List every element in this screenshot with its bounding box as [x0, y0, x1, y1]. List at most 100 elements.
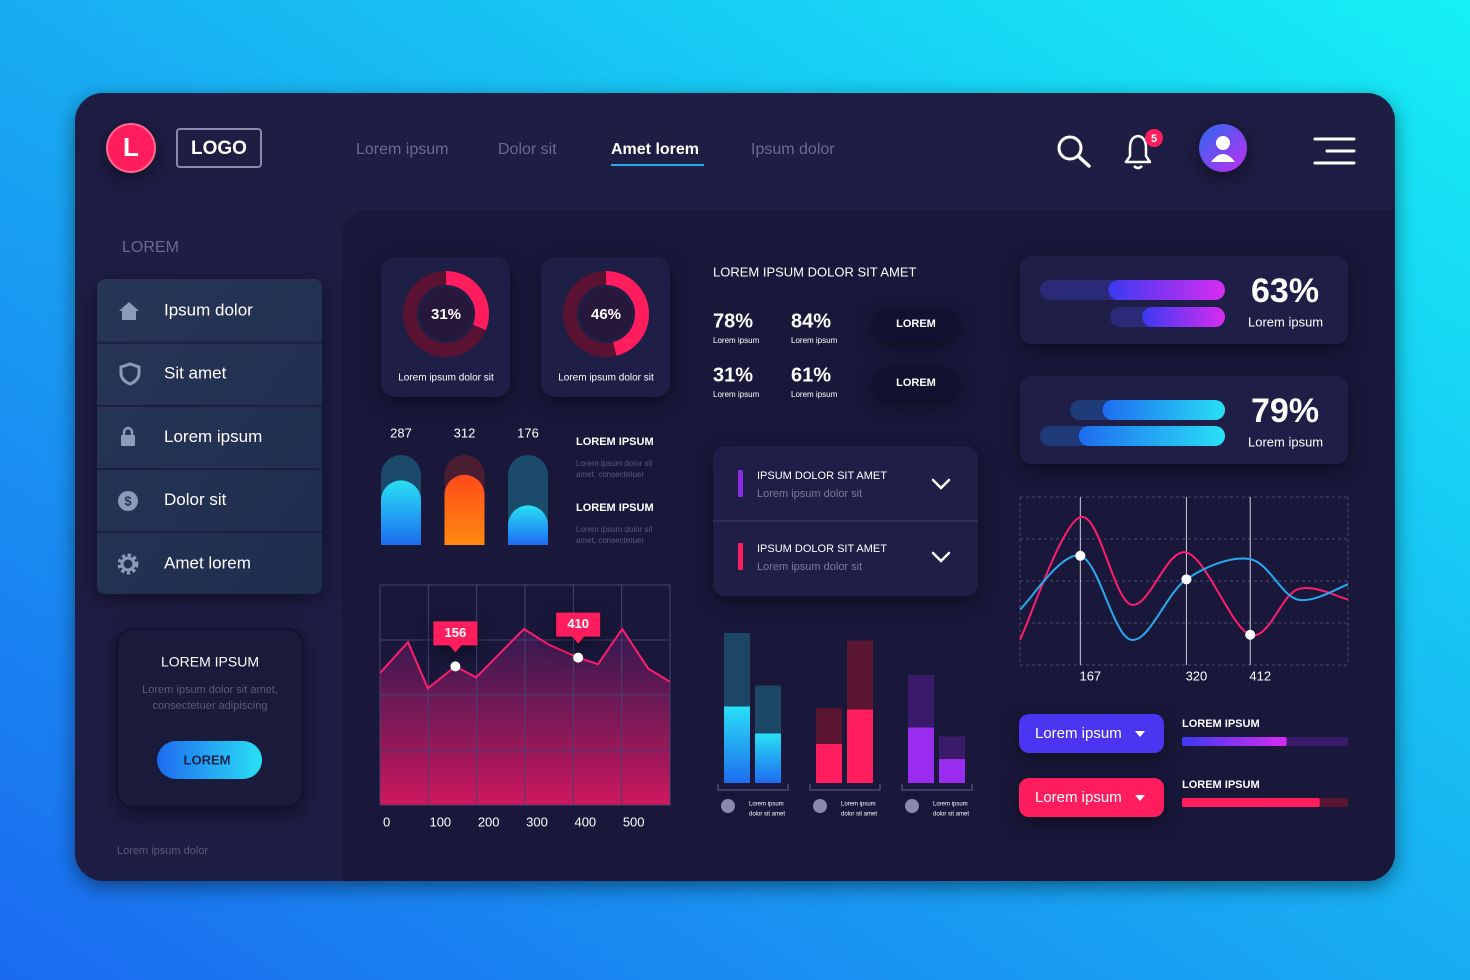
bar-caption: dolor sit amet	[841, 812, 877, 818]
callout	[433, 621, 478, 653]
lock-shackle	[122, 426, 134, 435]
x-tick-label: 167	[1079, 668, 1101, 683]
dollar-glyph: $	[124, 493, 132, 508]
bar-bracket	[717, 784, 789, 791]
menu-item[interactable]: Amet lorem	[164, 553, 251, 572]
x-tick-label: 300	[526, 814, 548, 829]
dropdown[interactable]	[1019, 778, 1164, 817]
chevron[interactable]	[931, 478, 951, 490]
stat-button-label: LOREM	[896, 377, 936, 389]
logo-badge	[106, 123, 156, 173]
progress-fill	[1102, 400, 1225, 420]
chevron[interactable]	[931, 551, 951, 563]
progress-label: LOREM IPSUM	[1182, 779, 1260, 791]
donut-hole	[420, 288, 472, 340]
bar-caption: Lorem ipsum	[749, 802, 784, 808]
x-tick-label: 200	[478, 814, 500, 829]
progress-value: 63%	[1251, 272, 1319, 310]
progress-fill	[1078, 426, 1225, 446]
bar-caption: dolor sit amet	[749, 812, 785, 818]
accordion-subtitle: Lorem ipsum dolor sit	[757, 561, 862, 573]
accordion-accent	[738, 470, 743, 497]
dropdown[interactable]	[1019, 714, 1164, 753]
capsule-bar	[381, 480, 421, 545]
stats-title: LOREM IPSUM DOLOR SIT AMET	[713, 264, 917, 279]
promo-button-label: LOREM	[184, 752, 231, 767]
bar-bracket	[809, 784, 881, 791]
stat-value: 31%	[713, 364, 753, 386]
capsule-value: 312	[454, 425, 476, 440]
menu-item[interactable]: Dolor sit	[164, 490, 227, 509]
donut-arc	[563, 271, 649, 357]
progress-caption: Lorem ipsum	[1248, 434, 1323, 449]
search-lens	[1057, 135, 1083, 161]
capsule-value: 287	[390, 425, 412, 440]
stat-button[interactable]	[872, 308, 960, 340]
bar	[908, 727, 934, 783]
bar	[847, 709, 873, 783]
stat-value: 78%	[713, 310, 753, 332]
bell-clapper	[1133, 165, 1143, 170]
bar-icon	[721, 799, 735, 813]
logo-letter: L	[123, 132, 139, 162]
menu-item[interactable]: Sit amet	[164, 364, 227, 383]
progress-label: LOREM IPSUM	[1182, 718, 1260, 730]
bar-caption: dolor sit amet	[933, 812, 969, 818]
avatar-body	[1211, 154, 1235, 162]
dropdown-caret	[1135, 795, 1145, 801]
x-tick-label: 320	[1186, 668, 1208, 683]
promo-text: consectetuer adipiscing	[153, 700, 268, 712]
sidebar-heading: LOREM	[122, 239, 179, 256]
note-title: LOREM IPSUM	[576, 502, 654, 514]
callout-label: 410	[567, 616, 589, 631]
x-tick-label: 100	[429, 814, 451, 829]
capsule-value: 176	[517, 425, 539, 440]
logo-box	[176, 128, 262, 168]
x-tick-label: 412	[1249, 668, 1271, 683]
progress-value: 79%	[1251, 392, 1319, 430]
bell-icon[interactable]	[1124, 129, 1163, 170]
note-text: Lorem ipsum dolor sit	[576, 525, 653, 534]
nav-link[interactable]: Lorem ipsum	[356, 141, 448, 158]
bar	[755, 733, 781, 783]
donut-value: 31%	[431, 306, 461, 323]
nav-link[interactable]: Dolor sit	[498, 141, 557, 158]
stat-caption: Lorem ipsum	[713, 336, 760, 345]
progress-fill	[1182, 737, 1287, 746]
bar-bracket	[901, 784, 973, 791]
menu-item[interactable]: Ipsum dolor	[164, 300, 253, 319]
point-marker	[450, 661, 461, 672]
promo-button[interactable]	[157, 741, 262, 779]
callout	[556, 612, 601, 644]
progress-fill	[1142, 307, 1225, 327]
note-text: amet, consectetuer	[576, 470, 644, 479]
menu-icon[interactable]	[1313, 137, 1356, 165]
point-marker	[1181, 574, 1192, 585]
dropdown-label: Lorem ipsum	[1035, 789, 1122, 806]
stat-button-label: LOREM	[896, 318, 936, 330]
point-marker	[1245, 629, 1256, 640]
nav-link[interactable]: Amet lorem	[611, 141, 699, 158]
dropdown-label: Lorem ipsum	[1035, 725, 1122, 742]
accordion-subtitle: Lorem ipsum dolor sit	[757, 488, 862, 500]
avatar-head	[1216, 136, 1230, 150]
nav-link[interactable]: Ipsum dolor	[751, 141, 835, 158]
bar-caption: Lorem ipsum	[933, 802, 968, 808]
stat-caption: Lorem ipsum	[713, 390, 760, 399]
bar-caption: Lorem ipsum	[841, 802, 876, 808]
progress-caption: Lorem ipsum	[1248, 314, 1323, 329]
line	[379, 627, 671, 691]
notification-count: 5	[1151, 133, 1157, 145]
stat-caption: Lorem ipsum	[791, 336, 838, 345]
stat-button[interactable]	[872, 367, 960, 399]
accordion-title: IPSUM DOLOR SIT AMET	[757, 543, 887, 555]
bar	[816, 744, 842, 783]
stat-value: 61%	[791, 364, 831, 386]
menu-item[interactable]: Lorem ipsum	[164, 427, 262, 446]
stat-caption: Lorem ipsum	[791, 390, 838, 399]
search-icon[interactable]	[1057, 135, 1091, 168]
promo-text: Lorem ipsum dolor sit amet,	[142, 684, 278, 696]
avatar[interactable]	[1199, 124, 1247, 172]
